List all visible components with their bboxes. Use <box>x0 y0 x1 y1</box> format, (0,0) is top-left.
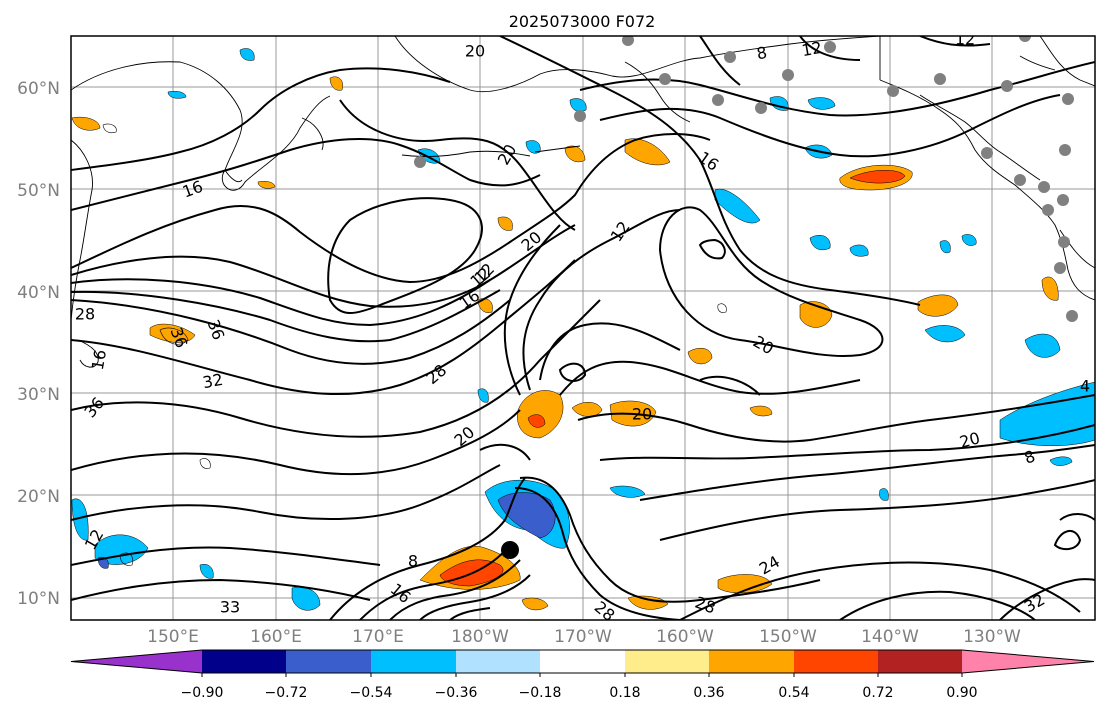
contour-label: 12 <box>800 38 823 60</box>
contour-lines <box>71 36 1095 620</box>
contour-label: 32 <box>201 370 224 392</box>
colorbar-swatch <box>456 650 540 673</box>
colorbar-swatch <box>540 650 625 673</box>
lat-tick-label: 60°N <box>17 79 60 99</box>
lon-tick-label: 140°W <box>861 627 919 647</box>
colorbar-extend-max <box>962 650 1094 673</box>
colorbar-swatch <box>202 650 286 673</box>
colorbar: −0.90 −0.72 −0.54 −0.36 −0.18 0.18 0.36 0.54 0.7… <box>70 649 1095 701</box>
lon-tick-label: 170°E <box>352 627 404 647</box>
colorbar-tick-label: −0.90 <box>181 685 224 701</box>
colorbar-tick-label: 0.90 <box>946 685 977 701</box>
lat-tick-label: 50°N <box>17 181 60 201</box>
colorbar-swatch <box>878 650 962 673</box>
colorbar-tick-label: 0.54 <box>778 685 809 701</box>
contour-label: 12 <box>955 30 975 49</box>
colorbar-swatch <box>625 650 709 673</box>
shading-positive <box>71 76 1059 611</box>
colorbar-swatch <box>794 650 878 673</box>
colorbar-tick-label: 0.36 <box>693 685 724 701</box>
colorbar-extend-min <box>71 650 202 673</box>
colorbar-tick-label: 0.72 <box>862 685 893 701</box>
contour-label: 20 <box>465 42 485 61</box>
station-dots <box>414 36 1078 322</box>
colorbar-tick-label: −0.54 <box>350 685 393 701</box>
lon-tick-labels: 150°E 160°E 170°E 180°W 170°W 160°W 150°… <box>147 627 1021 647</box>
colorbar-swatch <box>709 650 794 673</box>
lat-tick-label: 10°N <box>17 589 60 609</box>
contour-label: 20 <box>957 428 982 452</box>
coastlines <box>71 36 1095 368</box>
contour-label: 4 <box>1080 377 1090 396</box>
colorbar-tick-label: −0.18 <box>519 685 562 701</box>
lon-tick-label: 150°W <box>759 627 817 647</box>
lon-tick-label: 170°W <box>554 627 612 647</box>
colorbar-tick-label: −0.36 <box>435 685 478 701</box>
lon-tick-label: 130°W <box>963 627 1021 647</box>
lon-tick-label: 160°W <box>656 627 714 647</box>
lat-tick-label: 20°N <box>17 487 60 507</box>
contour-label: 33 <box>220 598 240 617</box>
contour-label: 20 <box>632 405 652 424</box>
map-frame <box>70 35 1096 621</box>
map-title: 2025073000 F072 <box>509 12 656 31</box>
contour-label: 28 <box>75 305 95 324</box>
colorbar-swatch <box>286 650 371 673</box>
lon-tick-label: 160°E <box>250 627 302 647</box>
colorbar-swatch <box>371 650 456 673</box>
contour-label: 8 <box>755 43 768 63</box>
lon-tick-label: 180°W <box>451 627 509 647</box>
colorbar-tick-label: 0.18 <box>609 685 640 701</box>
thin-contours <box>102 123 727 566</box>
lat-tick-label: 40°N <box>17 283 60 303</box>
lon-tick-label: 150°E <box>147 627 199 647</box>
colorbar-tick-label: −0.72 <box>265 685 308 701</box>
graticule <box>71 36 1095 620</box>
contour-label: 16 <box>88 348 110 371</box>
storm-center-marker <box>501 541 519 559</box>
contour-label: 8 <box>408 552 418 571</box>
lat-tick-labels: 60°N 50°N 40°N 30°N 20°N 10°N <box>17 79 60 609</box>
lat-tick-label: 30°N <box>17 385 60 405</box>
